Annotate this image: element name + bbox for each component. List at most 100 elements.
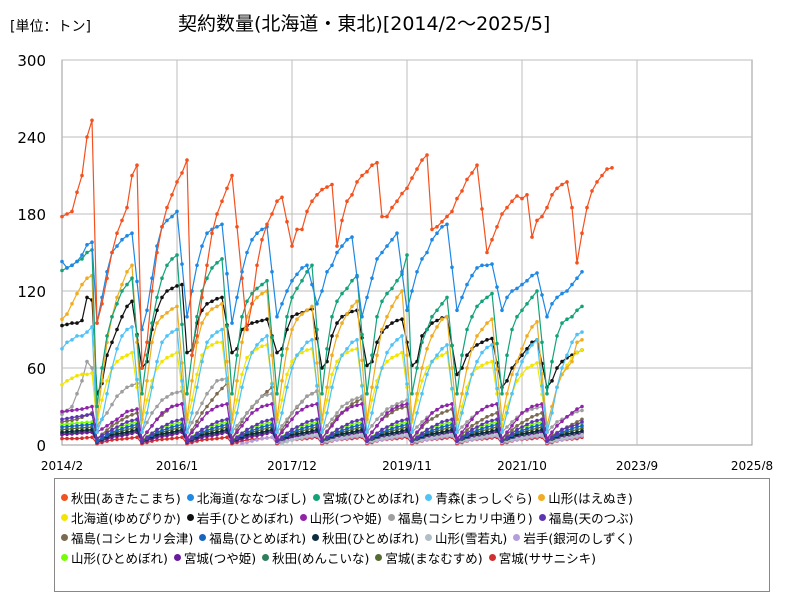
legend-item: 福島(コシヒカリ会津) — [61, 528, 193, 547]
data-point-6 — [265, 317, 269, 322]
data-point-7 — [70, 408, 74, 413]
data-point-12 — [305, 430, 309, 435]
data-point-11 — [475, 428, 479, 433]
data-point-7 — [390, 407, 394, 412]
data-point-8 — [465, 420, 469, 424]
data-point-0 — [120, 218, 124, 223]
data-point-13 — [560, 436, 564, 441]
data-point-2 — [345, 286, 349, 291]
data-point-12 — [430, 432, 434, 436]
data-point-8 — [530, 407, 534, 411]
data-point-5 — [115, 359, 119, 364]
data-point-0 — [130, 173, 134, 178]
data-point-5 — [215, 340, 219, 345]
data-point-0 — [200, 295, 204, 300]
data-point-1 — [545, 314, 549, 319]
legend-marker — [312, 533, 320, 541]
data-point-9 — [320, 439, 324, 443]
data-point-10 — [395, 407, 399, 411]
data-point-0 — [515, 194, 519, 198]
legend-label: 秋田(めんこいな) — [272, 550, 370, 566]
data-point-4 — [305, 308, 309, 313]
data-point-2 — [180, 322, 184, 327]
data-point-0 — [210, 231, 214, 235]
data-point-10 — [70, 418, 74, 423]
data-point-12 — [130, 429, 134, 433]
data-point-5 — [290, 359, 294, 364]
data-point-10 — [515, 424, 519, 428]
data-point-0 — [415, 167, 419, 171]
data-point-14 — [245, 440, 249, 445]
data-point-5 — [325, 398, 329, 402]
data-point-0 — [445, 214, 449, 219]
legend-marker — [425, 533, 433, 541]
data-point-4 — [445, 314, 449, 319]
data-point-0 — [600, 173, 604, 178]
data-point-7 — [555, 424, 559, 428]
data-point-13 — [575, 434, 579, 438]
data-point-2 — [425, 327, 429, 332]
data-point-7 — [485, 404, 489, 409]
data-point-2 — [505, 353, 509, 358]
data-point-6 — [510, 366, 514, 370]
data-point-0 — [470, 171, 474, 175]
data-point-13 — [450, 432, 454, 437]
data-point-12 — [290, 432, 294, 437]
data-point-0 — [230, 173, 234, 178]
data-point-10 — [525, 418, 529, 422]
data-point-2 — [535, 289, 539, 293]
data-point-1 — [280, 302, 284, 306]
data-point-5 — [575, 350, 579, 355]
data-point-1 — [400, 270, 404, 274]
data-point-3 — [415, 411, 419, 415]
data-point-0 — [440, 219, 444, 224]
data-point-3 — [140, 430, 144, 435]
data-point-9 — [325, 435, 329, 440]
data-point-5 — [440, 353, 444, 358]
x-tick-label: 2016/1 — [156, 459, 198, 470]
data-point-11 — [215, 425, 219, 429]
data-point-0 — [560, 182, 564, 187]
data-point-19 — [175, 436, 179, 440]
data-point-0 — [375, 160, 379, 165]
data-point-13 — [565, 435, 569, 440]
data-point-4 — [425, 347, 429, 351]
data-point-4 — [190, 379, 194, 383]
chart-legend: 秋田(あきたこまち) 北海道(ななつぼし) 宮城(ひとめぼれ) 青森(まっしぐら) 山形… — [54, 478, 770, 592]
data-point-4 — [295, 317, 299, 322]
data-point-0 — [420, 158, 424, 162]
data-point-4 — [395, 295, 399, 300]
data-point-13 — [390, 435, 394, 439]
data-point-10 — [440, 411, 444, 415]
data-point-2 — [360, 332, 364, 337]
data-point-2 — [275, 391, 279, 396]
data-point-16 — [250, 434, 254, 439]
data-point-11 — [355, 424, 359, 428]
data-point-12 — [435, 431, 439, 435]
data-point-6 — [555, 366, 559, 370]
y-tick-label: 300 — [17, 52, 46, 70]
data-point-3 — [280, 411, 284, 415]
data-point-12 — [490, 429, 494, 433]
data-point-5 — [240, 372, 244, 377]
data-point-2 — [115, 302, 119, 306]
data-point-18 — [170, 427, 174, 432]
data-point-3 — [505, 411, 509, 415]
data-point-4 — [120, 282, 124, 287]
data-point-4 — [335, 334, 339, 338]
data-point-2 — [410, 391, 414, 396]
data-point-1 — [75, 259, 79, 264]
data-point-6 — [420, 334, 424, 338]
data-point-18 — [490, 426, 494, 431]
data-point-10 — [120, 418, 124, 422]
data-point-9 — [220, 418, 224, 423]
data-point-9 — [75, 415, 79, 419]
data-point-0 — [275, 199, 279, 203]
data-point-3 — [265, 334, 269, 338]
data-point-8 — [405, 398, 409, 402]
data-point-4 — [270, 353, 274, 358]
data-point-9 — [265, 418, 269, 423]
data-point-6 — [390, 321, 394, 325]
data-point-9 — [260, 420, 264, 424]
data-point-0 — [500, 212, 504, 216]
